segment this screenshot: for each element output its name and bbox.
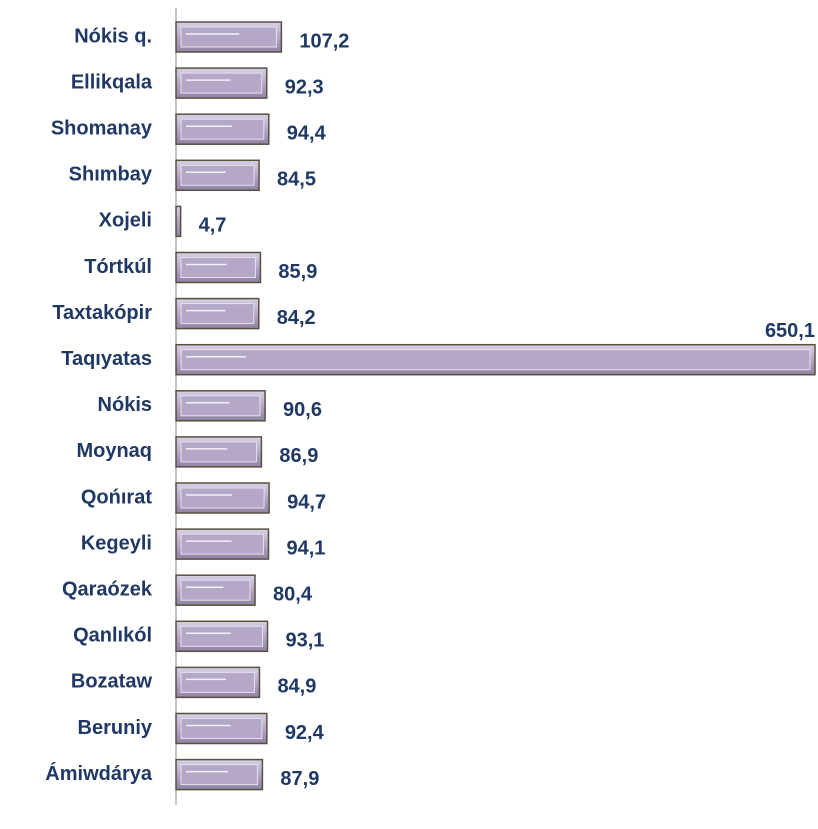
category-label: Moynaq	[76, 440, 152, 462]
bar-bevel	[180, 118, 265, 140]
bar-bevel	[180, 164, 255, 186]
value-label: 92,4	[285, 722, 325, 744]
value-label: 94,1	[286, 537, 325, 559]
category-label: Taxtakópir	[52, 302, 152, 324]
category-label: Bozataw	[71, 671, 153, 693]
value-label: 94,7	[287, 491, 326, 513]
bar-bevel	[180, 718, 263, 739]
bar-bevel	[180, 671, 255, 693]
category-label: Ellikqala	[71, 71, 153, 93]
value-label: 80,4	[273, 583, 313, 605]
category-label: Nókis q.	[74, 25, 152, 47]
category-label: Qanlıkól	[73, 625, 152, 647]
bar	[175, 205, 182, 238]
category-label: Tórtkúl	[84, 256, 152, 278]
category-label: Taqıyatas	[61, 348, 152, 370]
bar-bevel	[180, 487, 265, 509]
value-label: 84,2	[277, 307, 316, 329]
value-label: 87,9	[280, 768, 319, 790]
bar-bevel	[180, 349, 811, 371]
category-label: Shomanay	[51, 117, 153, 139]
value-label: 93,1	[286, 630, 325, 652]
value-label: 90,6	[283, 399, 322, 421]
value-label: 107,2	[299, 30, 349, 52]
value-label: 86,9	[279, 445, 318, 467]
bar-bevel	[180, 26, 277, 48]
value-label: 92,3	[285, 76, 324, 98]
value-label: 85,9	[278, 261, 317, 283]
bar-bevel	[180, 303, 255, 325]
category-label: Kegeyli	[81, 532, 152, 554]
value-label: 4,7	[199, 215, 227, 237]
value-label: 84,9	[277, 676, 316, 698]
bar-bevel	[180, 441, 257, 463]
category-label: Ámiwdárya	[45, 762, 153, 785]
bar-bevel	[180, 72, 263, 94]
bar-bevel	[180, 579, 251, 601]
bar-bevel	[180, 257, 256, 278]
category-label: Nókis	[98, 394, 152, 416]
value-label: 94,4	[287, 122, 327, 144]
category-label: Shımbay	[69, 164, 153, 186]
category-label: Qaraózek	[62, 578, 153, 600]
bar-bevel	[180, 625, 264, 647]
category-label: Xojeli	[99, 210, 152, 232]
bar-bevel	[180, 533, 264, 555]
bar-bevel	[180, 764, 258, 786]
value-label: 650,1	[765, 320, 815, 342]
value-label: 84,5	[277, 169, 316, 191]
category-label: Qońırat	[81, 486, 152, 508]
bar-bevel	[180, 395, 261, 417]
category-label: Beruniy	[78, 717, 153, 739]
